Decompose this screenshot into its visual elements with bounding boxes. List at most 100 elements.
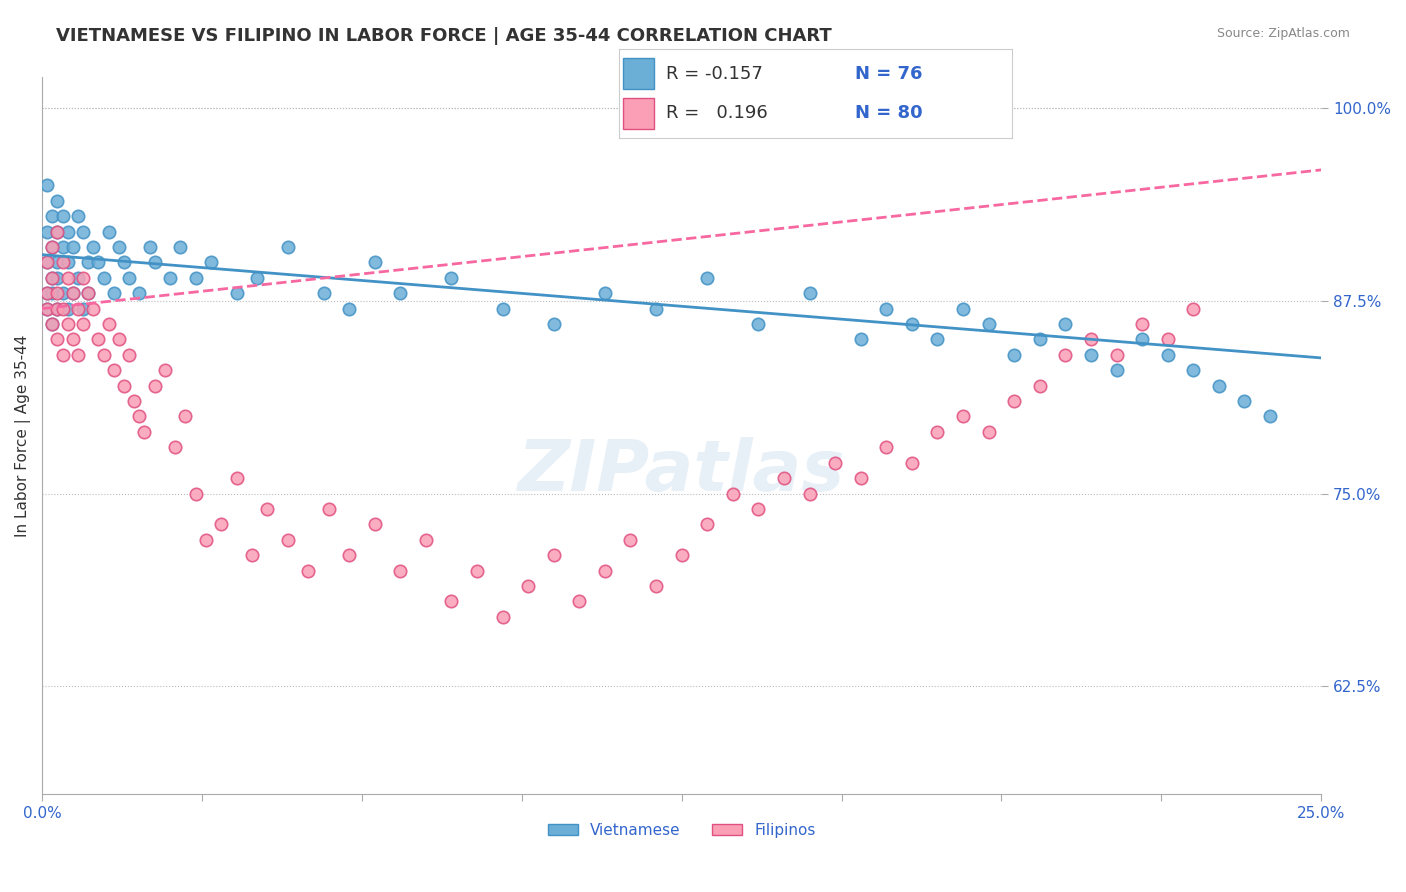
Text: N = 80: N = 80	[855, 104, 922, 122]
Filipinos	[128, 409, 150, 424]
Filipinos	[87, 333, 110, 347]
Filipinos	[72, 317, 94, 331]
Filipinos	[977, 425, 1000, 439]
Vietnamese	[46, 255, 69, 269]
Filipinos	[440, 594, 463, 608]
Vietnamese	[37, 225, 59, 239]
Vietnamese	[200, 255, 222, 269]
Vietnamese	[225, 286, 247, 301]
Vietnamese	[103, 286, 125, 301]
Vietnamese	[56, 255, 79, 269]
Filipinos	[134, 425, 156, 439]
Vietnamese	[1105, 363, 1128, 377]
Vietnamese	[37, 286, 59, 301]
Filipinos	[62, 286, 84, 301]
Filipinos	[363, 517, 385, 532]
Vietnamese	[41, 209, 63, 223]
Filipinos	[619, 533, 641, 547]
Filipinos	[122, 394, 145, 409]
Filipinos	[1029, 378, 1052, 392]
Filipinos	[277, 533, 299, 547]
Filipinos	[62, 333, 84, 347]
Filipinos	[209, 517, 232, 532]
Vietnamese	[1080, 348, 1102, 362]
Vietnamese	[56, 301, 79, 316]
Text: Source: ZipAtlas.com: Source: ZipAtlas.com	[1216, 27, 1350, 40]
Vietnamese	[645, 301, 668, 316]
Bar	[623, 58, 654, 89]
Vietnamese	[46, 225, 69, 239]
Vietnamese	[927, 333, 949, 347]
Filipinos	[543, 548, 565, 562]
Vietnamese	[56, 225, 79, 239]
Vietnamese	[41, 270, 63, 285]
Filipinos	[465, 564, 488, 578]
Vietnamese	[46, 194, 69, 208]
Filipinos	[824, 456, 846, 470]
Vietnamese	[799, 286, 821, 301]
Bar	[623, 98, 654, 129]
Vietnamese	[277, 240, 299, 254]
Vietnamese	[1029, 333, 1052, 347]
Filipinos	[721, 486, 744, 500]
Vietnamese	[52, 209, 75, 223]
Filipinos	[747, 502, 769, 516]
Vietnamese	[41, 240, 63, 254]
Vietnamese	[593, 286, 616, 301]
Filipinos	[46, 286, 69, 301]
Vietnamese	[696, 270, 718, 285]
Filipinos	[108, 333, 131, 347]
Vietnamese	[93, 270, 115, 285]
Vietnamese	[875, 301, 897, 316]
Filipinos	[93, 348, 115, 362]
Filipinos	[799, 486, 821, 500]
Vietnamese	[312, 286, 335, 301]
Filipinos	[645, 579, 668, 593]
Vietnamese	[952, 301, 974, 316]
Vietnamese	[41, 317, 63, 331]
Vietnamese	[543, 317, 565, 331]
Filipinos	[1054, 348, 1077, 362]
Filipinos	[56, 317, 79, 331]
Vietnamese	[440, 270, 463, 285]
Filipinos	[153, 363, 176, 377]
Filipinos	[491, 609, 513, 624]
Vietnamese	[97, 225, 120, 239]
Filipinos	[56, 270, 79, 285]
Text: N = 76: N = 76	[855, 65, 922, 83]
Filipinos	[240, 548, 263, 562]
Vietnamese	[37, 301, 59, 316]
Vietnamese	[389, 286, 412, 301]
Vietnamese	[77, 255, 100, 269]
Text: R =   0.196: R = 0.196	[666, 104, 768, 122]
Vietnamese	[72, 301, 94, 316]
Filipinos	[66, 348, 89, 362]
Filipinos	[568, 594, 591, 608]
Vietnamese	[66, 209, 89, 223]
Vietnamese	[62, 286, 84, 301]
Text: ZIPatlas: ZIPatlas	[517, 437, 845, 506]
Filipinos	[41, 317, 63, 331]
Vietnamese	[337, 301, 360, 316]
Text: R = -0.157: R = -0.157	[666, 65, 763, 83]
Filipinos	[77, 286, 100, 301]
Filipinos	[337, 548, 360, 562]
Vietnamese	[37, 255, 59, 269]
Filipinos	[72, 270, 94, 285]
Vietnamese	[977, 317, 1000, 331]
Vietnamese	[46, 301, 69, 316]
Filipinos	[184, 486, 207, 500]
Filipinos	[174, 409, 197, 424]
Vietnamese	[1233, 394, 1256, 409]
Filipinos	[297, 564, 319, 578]
Filipinos	[112, 378, 135, 392]
Filipinos	[52, 301, 75, 316]
Filipinos	[52, 348, 75, 362]
Vietnamese	[72, 225, 94, 239]
Filipinos	[52, 255, 75, 269]
Vietnamese	[41, 286, 63, 301]
Filipinos	[165, 440, 187, 454]
Vietnamese	[1182, 363, 1205, 377]
Vietnamese	[1002, 348, 1025, 362]
Vietnamese	[1258, 409, 1281, 424]
